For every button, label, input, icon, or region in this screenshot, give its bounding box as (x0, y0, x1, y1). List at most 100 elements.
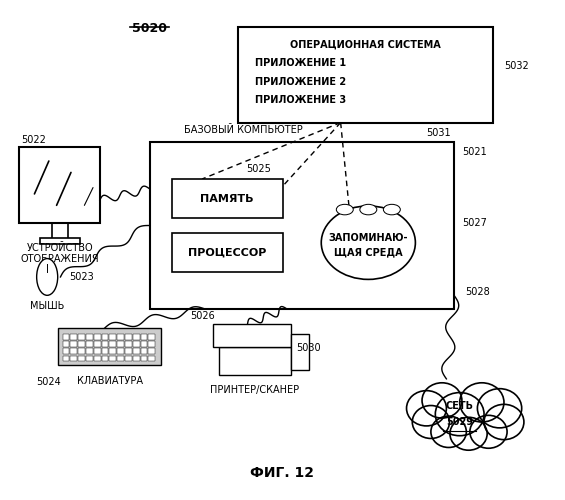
Bar (102, 334, 108, 340)
Bar (118, 334, 124, 340)
Bar (63, 356, 69, 361)
Bar (79, 348, 85, 354)
Bar (172, 233, 282, 272)
Text: ОПЕРАЦИОННАЯ СИСТЕМА: ОПЕРАЦИОННАЯ СИСТЕМА (290, 40, 441, 50)
Bar (79, 342, 85, 347)
Circle shape (484, 404, 524, 440)
Bar (149, 342, 155, 347)
Bar (118, 356, 124, 361)
Bar (63, 342, 69, 347)
Ellipse shape (336, 204, 353, 215)
Bar (214, 324, 291, 346)
Bar (125, 342, 132, 347)
Text: 5024: 5024 (36, 378, 61, 388)
Bar (94, 342, 101, 347)
Bar (118, 342, 124, 347)
Bar (150, 142, 454, 309)
Text: 5021: 5021 (462, 147, 487, 157)
Bar (141, 348, 147, 354)
Bar (94, 356, 101, 361)
Text: СЕТЬ: СЕТЬ (446, 401, 473, 411)
Bar (86, 334, 93, 340)
Circle shape (407, 390, 446, 426)
Text: ФИГ. 12: ФИГ. 12 (250, 466, 315, 480)
Text: 5026: 5026 (190, 311, 215, 322)
Bar (79, 334, 85, 340)
Bar (238, 27, 493, 122)
Text: УСТРОЙСТВО
ОТОБРАЖЕНИЯ: УСТРОЙСТВО ОТОБРАЖЕНИЯ (20, 242, 99, 264)
Text: ЩАЯ СРЕДА: ЩАЯ СРЕДА (334, 248, 403, 258)
Text: ПРИЛОЖЕНИЕ 1: ПРИЛОЖЕНИЕ 1 (255, 58, 346, 68)
Circle shape (435, 392, 484, 436)
Ellipse shape (384, 204, 401, 215)
Text: БАЗОВЫЙ КОМПЬЮТЕР: БАЗОВЫЙ КОМПЬЮТЕР (184, 125, 303, 135)
Text: МЫШЬ: МЫШЬ (30, 302, 64, 312)
Bar (141, 356, 147, 361)
Bar (94, 348, 101, 354)
Bar (79, 356, 85, 361)
Bar (291, 334, 309, 370)
Bar (133, 342, 140, 347)
Bar (125, 348, 132, 354)
Ellipse shape (360, 204, 377, 215)
Bar (94, 334, 101, 340)
Bar (63, 348, 69, 354)
Bar (149, 334, 155, 340)
Bar (141, 334, 147, 340)
Text: ПРИЛОЖЕНИЕ 3: ПРИЛОЖЕНИЕ 3 (255, 95, 346, 105)
Bar (58, 328, 160, 365)
Bar (133, 356, 140, 361)
Bar (71, 356, 77, 361)
Bar (71, 348, 77, 354)
Bar (149, 348, 155, 354)
Bar (110, 348, 116, 354)
Bar (133, 348, 140, 354)
Bar (102, 356, 108, 361)
Bar (172, 179, 282, 218)
Text: 5031: 5031 (427, 128, 451, 138)
Text: 5022: 5022 (21, 134, 46, 144)
Bar (110, 342, 116, 347)
Text: ПРИЛОЖЕНИЕ 2: ПРИЛОЖЕНИЕ 2 (255, 76, 346, 86)
Bar (71, 334, 77, 340)
Bar (110, 356, 116, 361)
Text: ПРОЦЕССОР: ПРОЦЕССОР (188, 248, 266, 258)
Bar (141, 342, 147, 347)
Circle shape (450, 418, 487, 450)
Text: 5032: 5032 (504, 61, 529, 71)
Bar (86, 342, 93, 347)
Bar (86, 356, 93, 361)
Text: ПРИНТЕР/СКАНЕР: ПРИНТЕР/СКАНЕР (210, 385, 299, 395)
Text: 5025: 5025 (246, 164, 271, 174)
Bar (133, 334, 140, 340)
Circle shape (460, 383, 504, 422)
Circle shape (431, 416, 466, 448)
Text: 5023: 5023 (69, 272, 94, 282)
Circle shape (412, 406, 450, 438)
Bar (149, 356, 155, 361)
Ellipse shape (321, 206, 415, 280)
Text: 5029: 5029 (446, 418, 473, 428)
Bar (102, 348, 108, 354)
Bar (102, 342, 108, 347)
Circle shape (470, 416, 507, 448)
Bar (110, 334, 116, 340)
Bar (125, 356, 132, 361)
Bar (86, 348, 93, 354)
Bar (40, 238, 80, 244)
Circle shape (422, 383, 462, 418)
Text: КЛАВИАТУРА: КЛАВИАТУРА (77, 376, 143, 386)
Ellipse shape (37, 258, 58, 296)
Text: ПАМЯТЬ: ПАМЯТЬ (201, 194, 254, 203)
Bar (118, 348, 124, 354)
Text: ЗАПОМИНАЮ-: ЗАПОМИНАЮ- (329, 233, 408, 243)
Circle shape (477, 388, 521, 428)
Text: 5028: 5028 (465, 286, 490, 296)
Bar (63, 334, 69, 340)
Bar (125, 334, 132, 340)
Text: 5020: 5020 (132, 22, 167, 35)
Text: 5027: 5027 (462, 218, 488, 228)
Bar (219, 346, 291, 375)
Bar (71, 342, 77, 347)
Bar (19, 147, 100, 223)
